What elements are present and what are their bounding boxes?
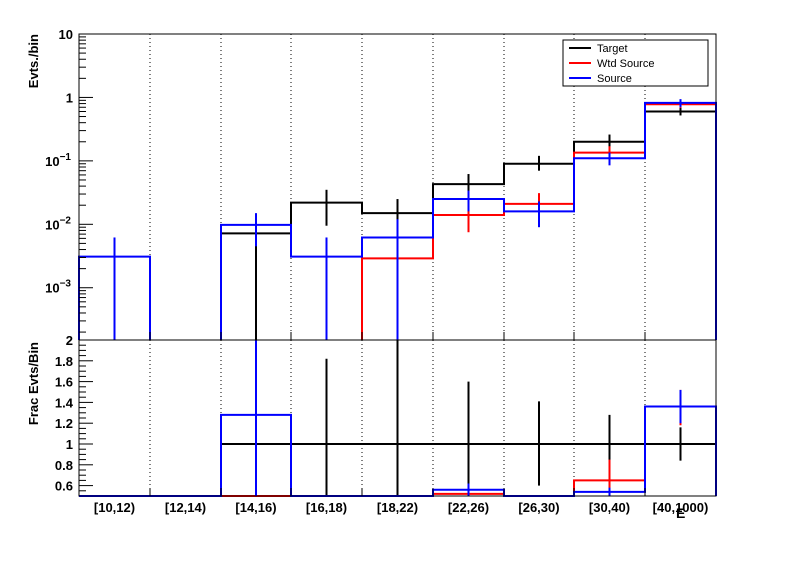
tick-label-base: 10 — [45, 154, 59, 169]
tick-label-exponent: −1 — [60, 152, 72, 163]
x-tick-label: [30,40) — [589, 500, 630, 515]
top-series-source — [78, 99, 717, 340]
x-tick-label: [12,14) — [165, 500, 206, 515]
bottom-y-tick-label: 1.4 — [55, 395, 74, 410]
bottom-y-tick-label: 1.2 — [55, 416, 73, 431]
bottom-series-target — [220, 340, 717, 496]
x-tick-label: [22,26) — [448, 500, 489, 515]
top-y-tick-label: 10−3 — [45, 279, 71, 296]
x-tick-label: [26,30) — [518, 500, 559, 515]
x-tick-label: [10,12) — [94, 500, 135, 515]
top-y-axis-label: Evts./bin — [26, 34, 41, 88]
bottom-y-tick-label: 0.6 — [55, 479, 73, 494]
top-y-tick-label: 1 — [66, 90, 73, 105]
tick-label-exponent: −2 — [60, 215, 72, 226]
x-tick-label: [40,1000) — [653, 500, 709, 515]
tick-label-exponent: −3 — [60, 279, 72, 290]
bottom-y-tick-label: 2 — [66, 333, 73, 348]
top-y-tick-label: 10 — [59, 27, 73, 42]
bottom-panel: 2 1.8 1.6 1.4 1.2 1 0.8 0.6 Frac Evts/Bin [10,12)… — [26, 333, 717, 521]
x-tick-label: [16,18) — [306, 500, 347, 515]
legend-label-target: Target — [597, 43, 628, 55]
legend-label-source: Source — [597, 73, 632, 85]
tick-label-base: 10 — [45, 217, 59, 232]
bottom-y-tick-label: 1 — [66, 437, 73, 452]
x-tick-label: [18,22) — [377, 500, 418, 515]
top-y-tick-label: 10−2 — [45, 215, 71, 232]
bottom-y-tick-label: 1.8 — [55, 354, 73, 369]
legend-label-wtd-source: Wtd Source — [597, 58, 654, 70]
top-y-tick-label: 10−1 — [45, 152, 71, 169]
bottom-y-tick-label: 1.6 — [55, 375, 73, 390]
bottom-y-tick-label: 0.8 — [55, 458, 73, 473]
bottom-y-axis-label: Frac Evts/Bin — [26, 342, 41, 425]
x-tick-label: [14,16) — [235, 500, 276, 515]
tick-label-base: 10 — [45, 281, 59, 296]
x-axis-label: E — [676, 505, 685, 521]
legend: Target Wtd Source Source — [562, 39, 709, 87]
